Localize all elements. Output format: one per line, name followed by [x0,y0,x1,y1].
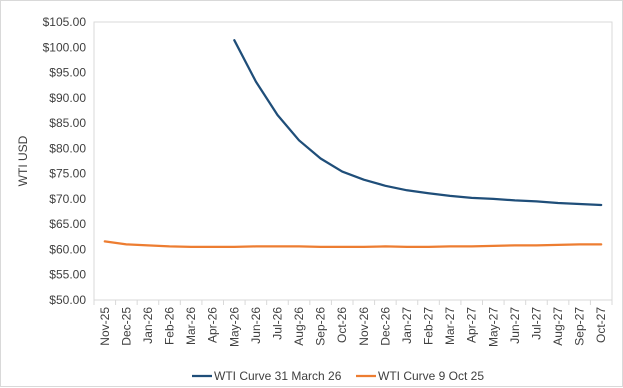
x-tick-label: Nov-25 [98,307,112,346]
x-tick-label: Apr-27 [465,307,479,343]
x-tick-label: Mar-27 [443,307,457,345]
x-tick-label: Jun-27 [508,307,522,344]
x-tick-label: Aug-27 [551,307,565,346]
x-tick-label: Jul-26 [270,307,284,340]
y-tick-label: $70.00 [49,192,86,206]
y-tick-label: $80.00 [49,141,86,155]
series-line-2 [103,240,603,249]
x-tick-label: Jun-26 [249,307,263,344]
legend-label: WTI Curve 9 Oct 25 [378,369,484,383]
y-tick-label: $95.00 [49,66,86,80]
plot-area-border [93,21,613,301]
y-axis-ticks: $50.00 $55.00 $60.00 $65.00 $70.00 $75.00 $80.… [43,15,87,307]
y-tick-label: $50.00 [49,293,86,307]
x-tick-label: Nov-26 [357,307,371,346]
x-tick-label: Dec-25 [119,307,133,346]
x-tick-label: Oct-27 [594,307,608,343]
x-tick-label: Aug-26 [292,307,306,346]
y-axis-title: WTI USD [16,135,30,186]
x-tick-label: May-26 [227,307,241,347]
y-tick-label: $75.00 [49,167,86,181]
y-tick-label: $60.00 [49,242,86,256]
legend: WTI Curve 31 March 26 WTI Curve 9 Oct 25 [192,369,484,383]
x-tick-label: Sep-26 [314,307,328,346]
y-tick-label: $90.00 [49,91,86,105]
legend-label: WTI Curve 31 March 26 [214,369,342,383]
x-tick-label: Oct-26 [335,307,349,343]
x-tick-label: Apr-26 [206,307,220,343]
x-tick-label: Jul-27 [529,307,543,340]
y-tick-label: $105.00 [43,15,87,29]
x-tick-label: Mar-26 [184,307,198,345]
x-tick-label: Dec-26 [378,307,392,346]
x-tick-label: Jan-26 [141,307,155,344]
series-lines [103,39,603,249]
x-tick-label: Sep-27 [573,307,587,346]
y-tick-label: $65.00 [49,217,86,231]
y-tick-label: $85.00 [49,116,86,130]
series-line-1 [233,39,603,207]
x-tick-label: Jan-27 [400,307,414,344]
x-tick-label: May-27 [486,307,500,347]
x-axis-ticks: Nov-25 Dec-25 Jan-26 Feb-26 Mar-26 Apr-26 May-… [93,300,613,347]
y-tick-label: $100.00 [43,40,87,54]
x-tick-label: Feb-27 [422,307,436,345]
y-tick-label: $55.00 [49,268,86,282]
x-tick-label: Feb-26 [163,307,177,345]
